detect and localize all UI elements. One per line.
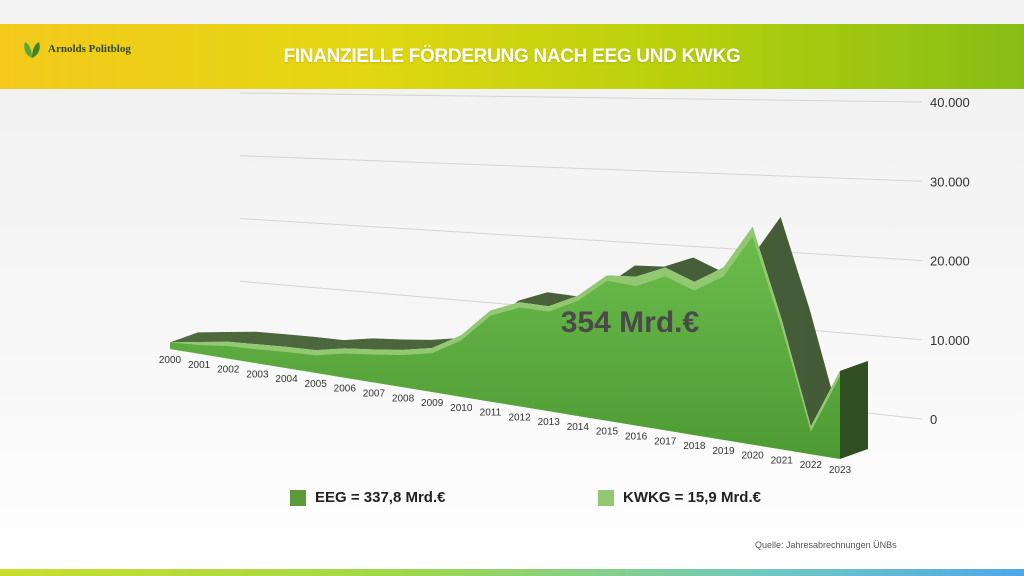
x-tick-label: 2019 [712,446,735,457]
x-tick-label: 2021 [771,455,794,466]
top-strip [0,0,1024,24]
logo-text: Arnolds Politblog [48,43,131,55]
x-tick-label: 2002 [217,365,240,376]
blog-logo[interactable]: Arnolds Politblog [22,38,131,60]
header-banner: Arnolds Politblog FINANZIELLE FÖRDERUNG … [0,24,1024,89]
x-tick-label: 2008 [392,393,415,404]
legend-swatch-eeg [290,489,306,506]
area-series-eeg [170,236,840,459]
x-tick-label: 2003 [246,369,269,380]
source-note: Quelle: Jahresabrechnungen ÜNBs [755,540,897,550]
x-tick-label: 2018 [683,441,706,452]
total-annotation: 354 Mrd.€ [561,306,700,339]
bottom-gradient-bar [0,569,1024,576]
y-tick-label: 40.000 [930,95,970,110]
gridline [239,155,923,182]
page-title: FINANZIELLE FÖRDERUNG NACH EEG UND KWKG [283,46,741,67]
legend-item-eeg: EEG = 337,8 Mrd.€ [290,489,445,506]
x-tick-label: 2001 [188,360,211,371]
leaf-logo-icon [24,42,40,58]
x-tick-label: 2022 [800,460,823,471]
x-tick-label: 2017 [654,436,677,447]
x-tick-label: 2010 [450,403,473,414]
y-tick-label: 0 [930,412,937,427]
x-tick-label: 2016 [625,432,648,443]
x-tick-label: 2023 [829,465,852,476]
legend-label-kwkg: KWKG = 15,9 Mrd.€ [623,489,761,506]
area-top-face [170,216,868,427]
y-tick-label: 30.000 [930,174,970,189]
x-tick-label: 2011 [480,408,502,419]
x-tick-label: 2005 [305,379,328,390]
legend-item-kwkg: KWKG = 15,9 Mrd.€ [598,489,761,506]
x-tick-label: 2000 [159,355,182,366]
gridline [239,218,923,261]
x-tick-label: 2012 [508,412,531,423]
area-side-face [840,361,868,459]
legend-swatch-kwkg [598,489,614,506]
x-tick-label: 2007 [363,388,386,399]
x-tick-label: 2015 [596,427,619,438]
x-tick-label: 2004 [275,374,298,385]
x-tick-label: 2020 [741,451,764,462]
legend-label-eeg: EEG = 337,8 Mrd.€ [315,489,446,506]
y-tick-label: 10.000 [930,333,970,348]
x-tick-label: 2014 [567,422,590,433]
gridline [239,92,923,103]
x-tick-label: 2013 [538,417,561,428]
x-tick-label: 2006 [334,384,357,395]
x-tick-label: 2009 [421,398,444,409]
y-tick-label: 20.000 [930,254,970,269]
